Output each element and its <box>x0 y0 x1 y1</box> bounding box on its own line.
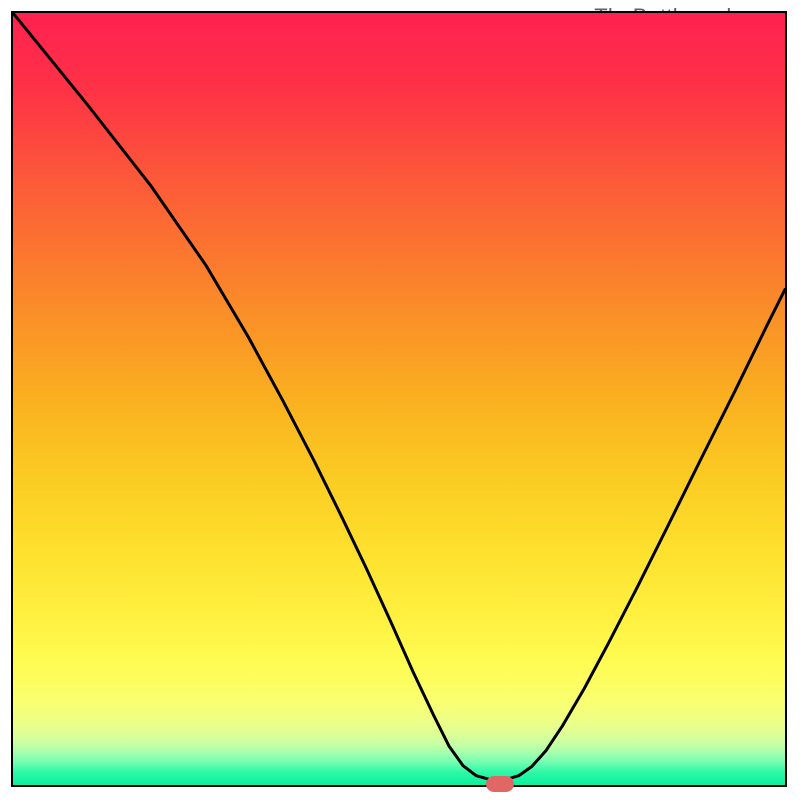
chart-background-gradient <box>13 13 785 785</box>
optimum-marker <box>486 776 514 792</box>
chart-plot-area <box>11 11 787 787</box>
